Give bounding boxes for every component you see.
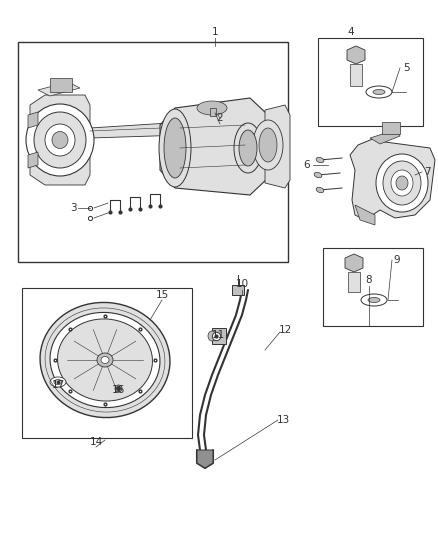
Bar: [348, 272, 360, 292]
Ellipse shape: [239, 130, 257, 166]
Text: 11: 11: [212, 330, 225, 340]
Ellipse shape: [253, 120, 283, 170]
Bar: [323, 248, 423, 326]
Text: 2: 2: [217, 113, 223, 123]
Polygon shape: [370, 130, 400, 144]
Polygon shape: [210, 108, 216, 116]
Text: 17: 17: [51, 380, 65, 390]
Polygon shape: [350, 138, 435, 220]
Text: 13: 13: [276, 415, 290, 425]
Ellipse shape: [361, 294, 387, 306]
Text: 9: 9: [394, 255, 400, 265]
Ellipse shape: [101, 357, 109, 364]
Ellipse shape: [26, 104, 94, 176]
Polygon shape: [90, 122, 185, 138]
Bar: [232, 285, 244, 295]
Polygon shape: [355, 205, 375, 225]
Ellipse shape: [45, 124, 75, 156]
Text: 14: 14: [89, 437, 102, 447]
Ellipse shape: [54, 379, 62, 384]
Polygon shape: [160, 98, 268, 195]
Polygon shape: [347, 46, 365, 64]
Ellipse shape: [97, 353, 113, 367]
Ellipse shape: [159, 109, 191, 187]
Bar: [22, 288, 192, 438]
Text: 7: 7: [424, 167, 430, 177]
Bar: [382, 122, 400, 134]
Text: 16: 16: [111, 385, 125, 395]
Text: 8: 8: [366, 275, 372, 285]
Ellipse shape: [316, 187, 324, 193]
Ellipse shape: [208, 331, 216, 341]
Ellipse shape: [50, 312, 160, 408]
Text: 15: 15: [155, 290, 169, 300]
Text: 5: 5: [403, 63, 410, 73]
Polygon shape: [197, 450, 213, 468]
Bar: [212, 328, 226, 344]
Text: 6: 6: [304, 160, 310, 170]
Ellipse shape: [314, 172, 322, 177]
Ellipse shape: [373, 90, 385, 94]
Ellipse shape: [34, 112, 86, 168]
Ellipse shape: [52, 132, 68, 149]
Ellipse shape: [50, 377, 66, 387]
Ellipse shape: [164, 118, 186, 178]
Ellipse shape: [383, 161, 421, 205]
Ellipse shape: [40, 302, 170, 417]
Text: 4: 4: [348, 27, 354, 37]
Ellipse shape: [197, 101, 227, 115]
Polygon shape: [28, 152, 38, 168]
Ellipse shape: [259, 128, 277, 162]
Bar: [50, 78, 72, 92]
Bar: [350, 64, 362, 86]
Bar: [18, 42, 288, 262]
Text: 12: 12: [279, 325, 292, 335]
Ellipse shape: [368, 297, 380, 303]
Ellipse shape: [234, 123, 262, 173]
Ellipse shape: [316, 157, 324, 163]
Ellipse shape: [396, 176, 408, 190]
Ellipse shape: [366, 86, 392, 98]
Polygon shape: [28, 112, 38, 128]
Text: 10: 10: [236, 279, 248, 289]
Ellipse shape: [57, 319, 152, 401]
Ellipse shape: [376, 154, 428, 212]
Text: 3: 3: [70, 203, 76, 213]
Text: 1: 1: [212, 27, 218, 37]
Polygon shape: [30, 95, 90, 185]
Bar: [318, 38, 423, 126]
Polygon shape: [265, 105, 290, 188]
Polygon shape: [38, 82, 80, 96]
Ellipse shape: [391, 170, 413, 196]
Polygon shape: [345, 254, 363, 272]
